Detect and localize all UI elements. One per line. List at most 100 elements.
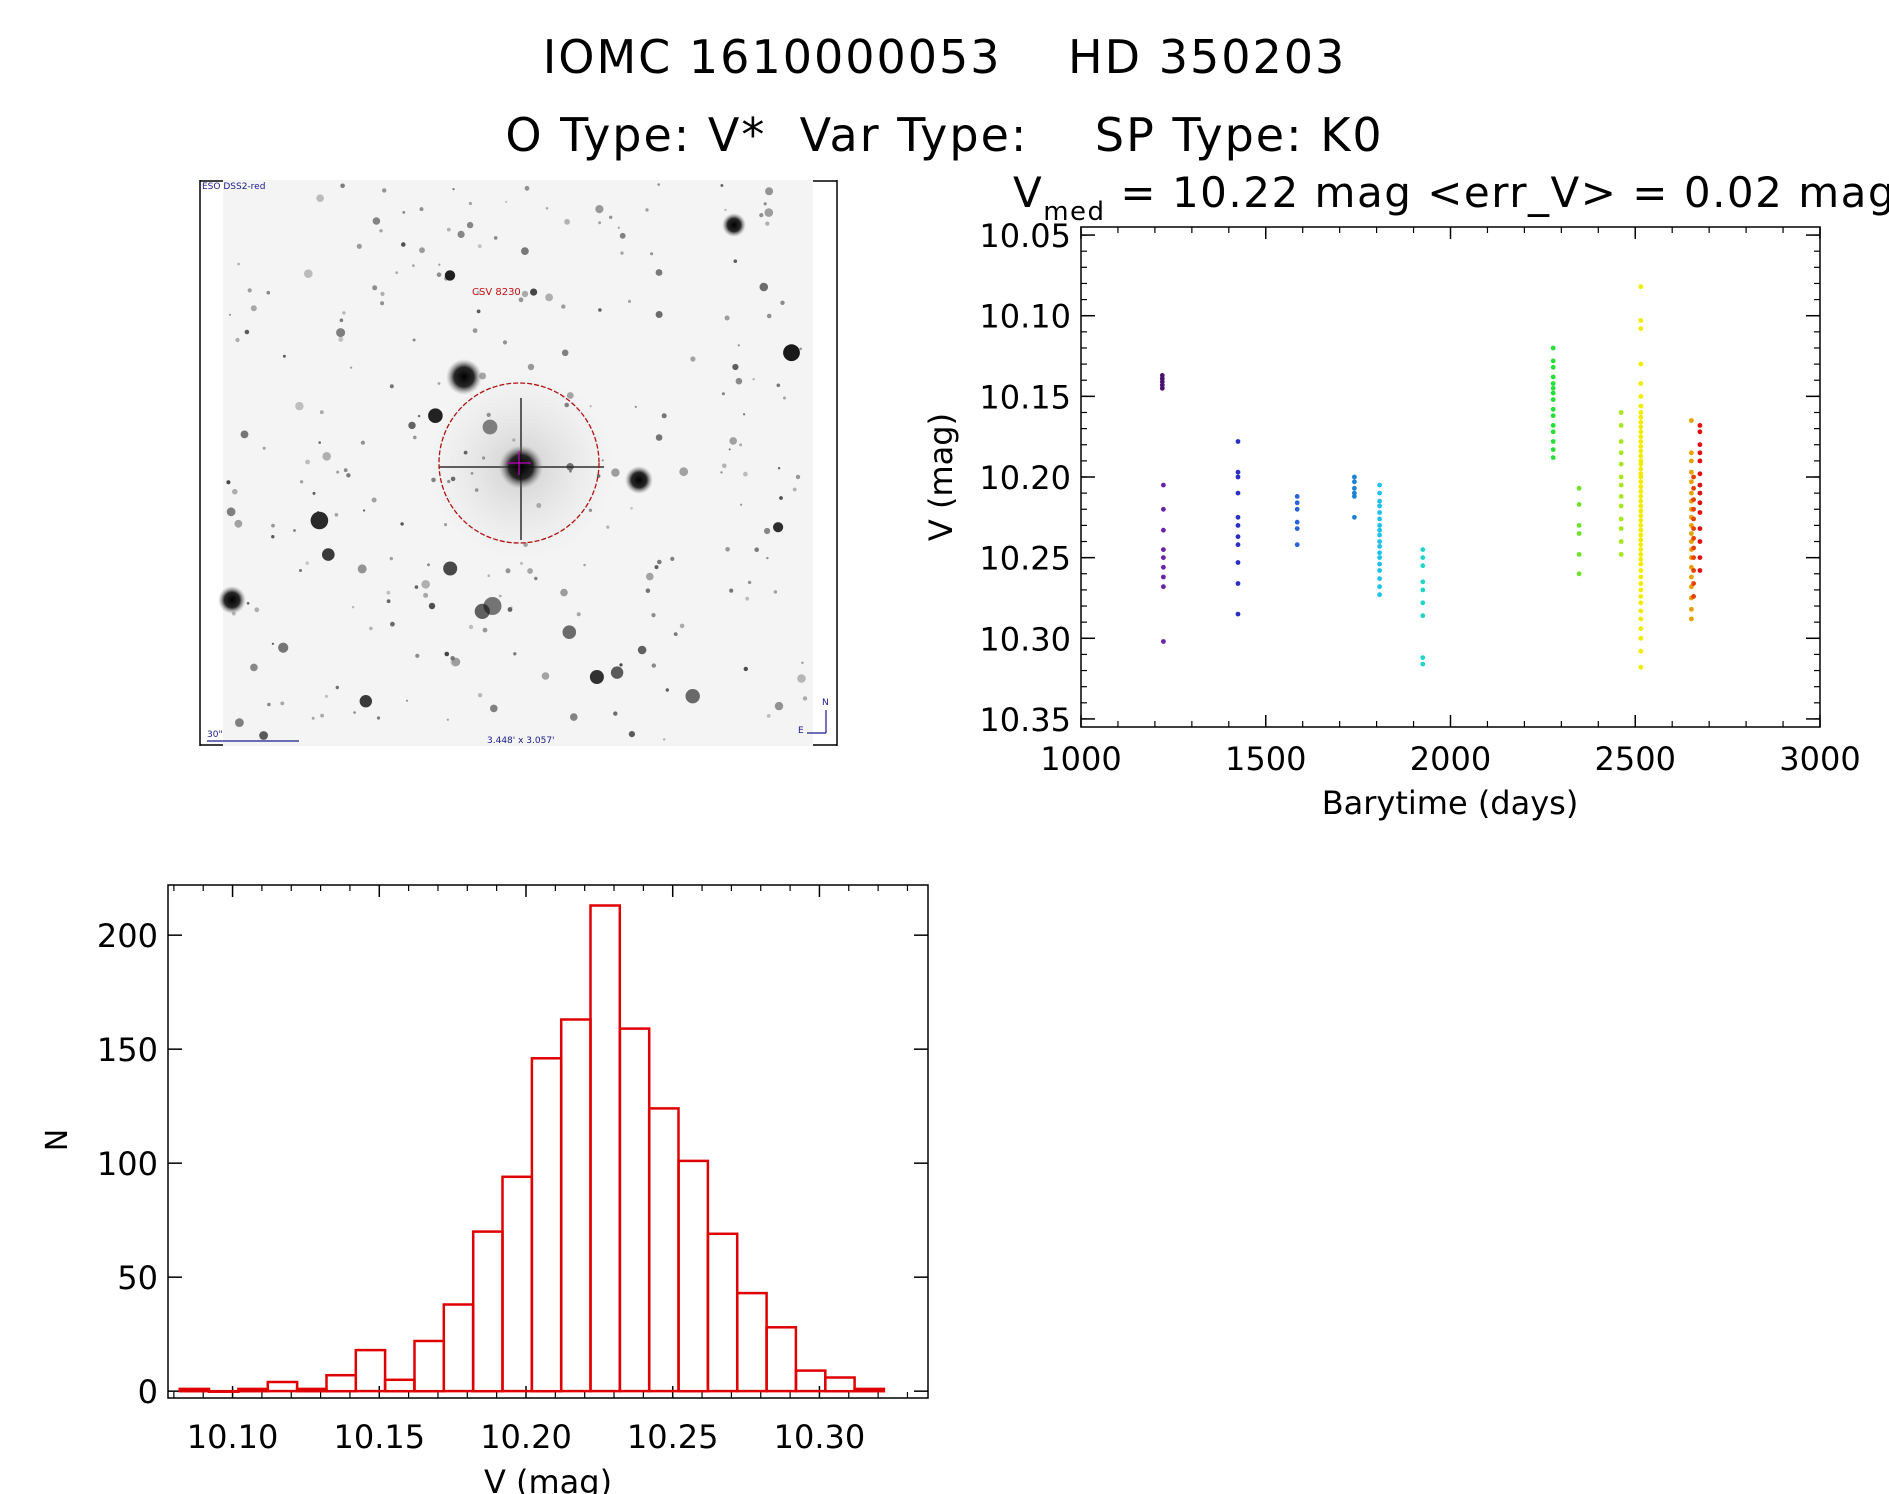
field-star (340, 183, 345, 189)
field-star (450, 656, 455, 661)
data-point (1161, 506, 1166, 512)
data-point (1638, 600, 1644, 606)
field-star (759, 282, 769, 292)
data-point (1161, 547, 1166, 552)
data-point (1550, 439, 1556, 444)
data-point (1618, 461, 1624, 467)
data-point (1576, 502, 1582, 507)
field-star (335, 685, 339, 690)
data-point (1689, 458, 1694, 464)
histogram-bar (471, 1230, 504, 1393)
field-star (338, 336, 344, 342)
chart-title-line-2: O Type: V* Var Type: SP Type: K0 (505, 108, 1384, 162)
data-point (1638, 503, 1644, 509)
field-star (380, 291, 385, 296)
histogram-bar (442, 1303, 475, 1393)
field-star (476, 309, 481, 314)
data-point (1697, 429, 1703, 435)
field-star (732, 363, 739, 371)
field-star (722, 463, 727, 469)
field-star (359, 695, 372, 708)
data-point (1550, 358, 1556, 364)
field-star (446, 227, 451, 232)
data-point (1638, 444, 1644, 449)
compass-north-label: N (822, 698, 829, 708)
data-point (1420, 555, 1426, 560)
field-star (400, 522, 404, 526)
data-point (1377, 592, 1382, 598)
field-star (797, 674, 806, 683)
x-tick-label: 2000 (1410, 740, 1491, 778)
light-curve-title-subscript: med (1043, 197, 1105, 227)
y-tick-label: 10.05 (979, 217, 1071, 255)
data-point (1638, 434, 1644, 440)
field-star (421, 580, 430, 589)
data-point (1691, 526, 1696, 531)
field-star (564, 218, 570, 225)
field-star (801, 661, 804, 664)
field-star (685, 689, 700, 704)
data-point (1550, 455, 1556, 460)
field-star (619, 663, 623, 667)
data-point (1638, 594, 1644, 599)
data-point (1638, 587, 1644, 593)
field-star (561, 304, 566, 309)
field-star (743, 471, 748, 477)
field-star (657, 183, 660, 186)
data-point (1691, 594, 1696, 599)
field-star (747, 580, 752, 585)
field-star (720, 184, 724, 187)
compass-east-label: E (798, 726, 804, 736)
field-star (390, 621, 395, 627)
x-tick-label: 10.30 (774, 1418, 866, 1456)
field-star (752, 378, 755, 381)
data-point (1691, 555, 1696, 560)
histogram-bar (794, 1369, 827, 1393)
y-tick-label: 10.10 (979, 298, 1071, 336)
field-star (765, 221, 770, 226)
data-point (1576, 571, 1582, 577)
field-star (655, 311, 663, 318)
field-star (247, 288, 252, 293)
field-star (443, 561, 458, 576)
field-star (774, 701, 784, 711)
field-star (414, 585, 419, 589)
data-point (1235, 474, 1241, 480)
field-star (657, 559, 662, 565)
field-star (259, 731, 268, 740)
histogram-bar (325, 1373, 358, 1393)
data-point (1638, 424, 1644, 430)
data-point (1377, 503, 1382, 509)
field-star (234, 519, 243, 528)
data-point (1161, 639, 1166, 644)
data-point (1550, 345, 1556, 351)
light-curve-chart: Vmed = 10.22 mag <err_V> = 0.02 mag 1000… (922, 168, 1889, 822)
field-star (780, 300, 785, 305)
field-star (336, 328, 346, 338)
data-point (1550, 423, 1556, 428)
data-point (1638, 479, 1644, 485)
data-point (1689, 574, 1694, 580)
data-point (1420, 563, 1426, 569)
field-star (766, 313, 772, 319)
field-star (521, 247, 529, 255)
data-point (1638, 453, 1644, 459)
data-point (1618, 474, 1624, 480)
data-point (1618, 423, 1624, 428)
data-point (1235, 611, 1241, 617)
histogram-bar (354, 1348, 387, 1393)
histogram-axis-ticks: 10.10 10.15 10.20 10.25 10.30 0 50 100 150 200 (97, 885, 928, 1456)
field-star (271, 535, 275, 539)
data-point (1638, 410, 1644, 415)
field-star (382, 188, 387, 193)
field-star (665, 688, 669, 692)
data-point (1294, 519, 1300, 525)
field-star (477, 244, 482, 248)
y-tick-label: 100 (97, 1145, 158, 1183)
data-point (1161, 584, 1166, 590)
histogram-x-axis-label: V (mag) (484, 1463, 612, 1494)
data-point (1638, 556, 1644, 562)
data-point (1159, 385, 1165, 391)
field-star (360, 440, 365, 445)
field-star (444, 651, 450, 657)
